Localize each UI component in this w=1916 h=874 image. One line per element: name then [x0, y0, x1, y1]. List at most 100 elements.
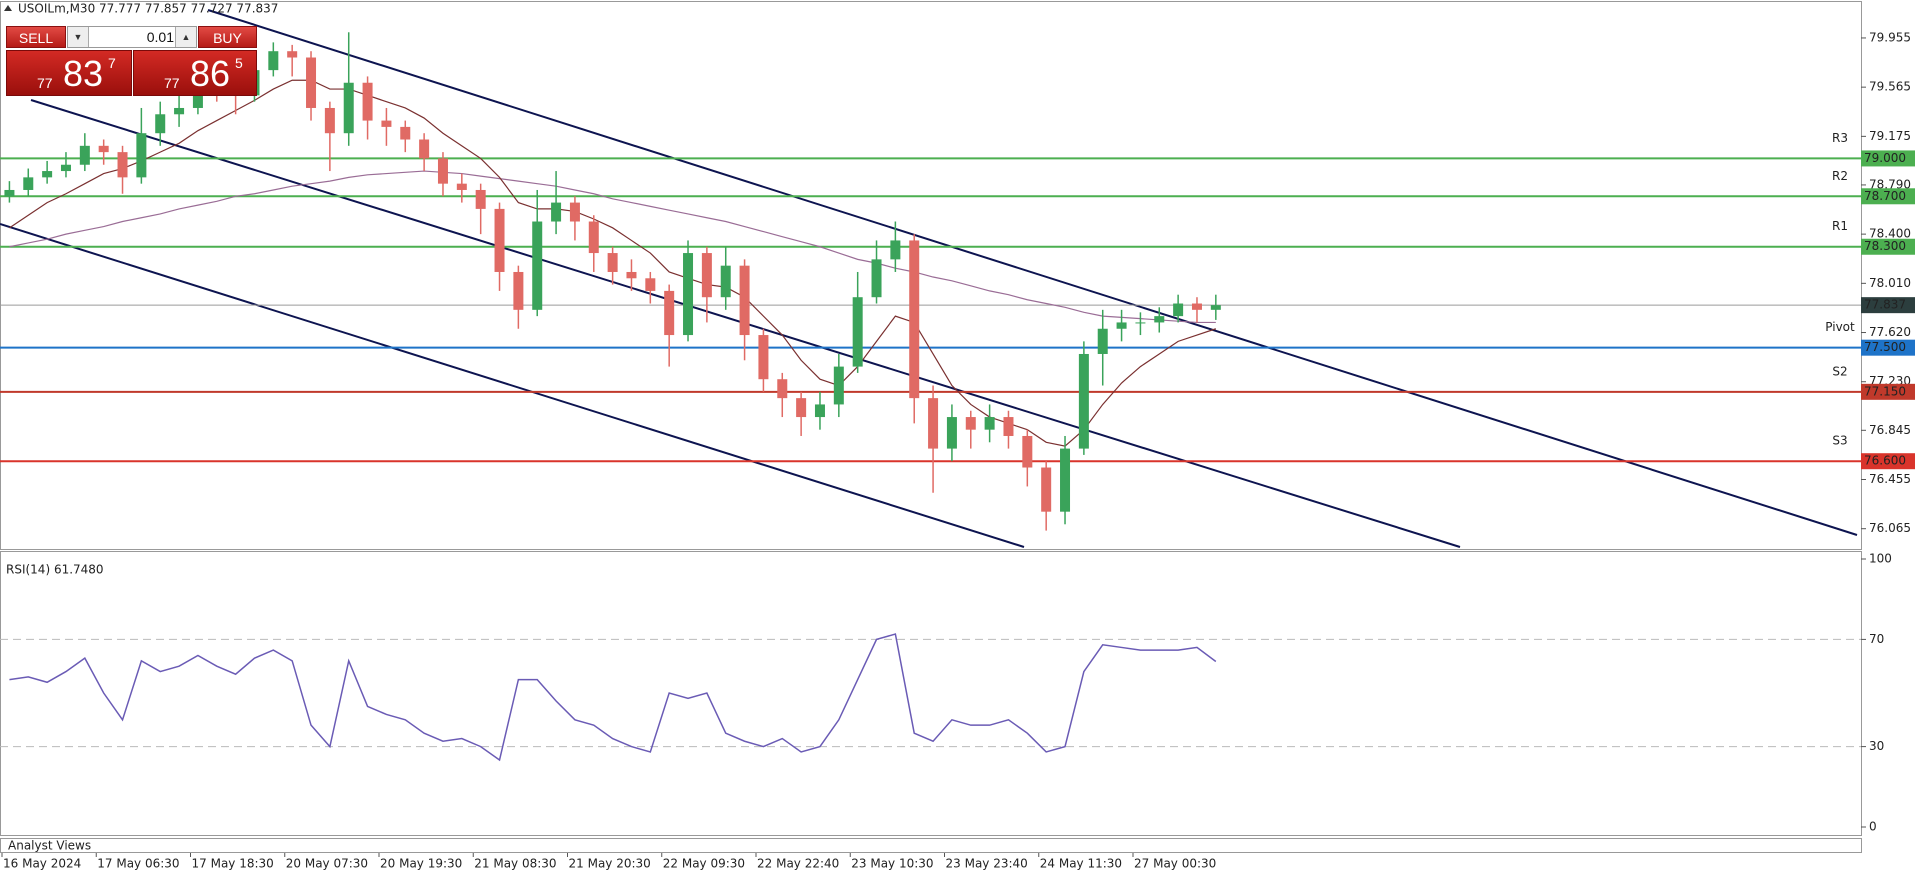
level-label: 78.700: [1864, 189, 1906, 203]
candle-body: [1097, 328, 1108, 354]
y-tick-label: 76.845: [1869, 423, 1911, 437]
x-tick-label: 20 May 19:30: [380, 857, 462, 871]
candle-body: [494, 208, 505, 272]
level-label-box: [1861, 150, 1915, 167]
y-tick-label: 77.620: [1869, 325, 1911, 339]
level-label-box: [1861, 339, 1915, 356]
candle-body: [645, 278, 656, 291]
candle-body: [362, 82, 373, 121]
candle-body: [796, 398, 807, 418]
candle-body: [381, 120, 392, 127]
x-tick-label: 21 May 08:30: [474, 857, 556, 871]
candle-body: [1078, 353, 1089, 449]
candle-body: [343, 82, 354, 134]
level-tag: R2: [1832, 169, 1848, 183]
lot-value[interactable]: 0.01: [146, 29, 174, 45]
candle-body: [607, 253, 618, 272]
candle-body: [946, 417, 957, 449]
candle-body: [1041, 467, 1052, 512]
candle-body: [1060, 448, 1071, 512]
sell-button[interactable]: SELL: [6, 26, 66, 48]
level-label: 79.000: [1864, 151, 1906, 165]
y-tick-label: 76.065: [1869, 521, 1911, 535]
rsi-title: RSI(14) 61.7480: [6, 563, 104, 577]
candle-body: [1191, 303, 1202, 310]
y-tick-label: 78.790: [1869, 177, 1911, 191]
ask-big: 77: [164, 75, 180, 91]
level-label: 78.300: [1864, 239, 1906, 253]
candle-body: [720, 265, 731, 298]
candle-body: [287, 51, 298, 58]
lot-up[interactable]: ▲: [175, 27, 196, 47]
candle-body: [437, 158, 448, 184]
y-tick-label: 78.010: [1869, 276, 1911, 290]
y-tick-label: 79.565: [1869, 80, 1911, 94]
y-tick-label: 70: [1869, 632, 1884, 646]
level-label: 76.600: [1864, 454, 1906, 468]
candle-body: [532, 221, 543, 310]
level-tag: Pivot: [1825, 320, 1855, 334]
candle-body: [98, 145, 109, 153]
channel-line: [207, 9, 1858, 536]
candle-body: [871, 259, 882, 298]
bid-small: 7: [108, 55, 116, 71]
price-panel: [0, 1, 1862, 550]
lot-down[interactable]: ▼: [68, 27, 89, 47]
level-tag: R1: [1832, 219, 1848, 233]
x-tick-label: 22 May 22:40: [757, 857, 839, 871]
last-price-box: [1861, 297, 1915, 314]
candle-body: [758, 335, 769, 380]
candle-body: [400, 126, 411, 140]
y-tick-label: 100: [1869, 552, 1892, 566]
y-tick-label: 76.455: [1869, 472, 1911, 486]
candle-body: [79, 145, 90, 165]
candle-body: [852, 297, 863, 367]
y-tick-label: 30: [1869, 739, 1884, 753]
channel-line: [0, 223, 1025, 548]
y-tick-label: 79.955: [1869, 30, 1911, 44]
candle-body: [626, 271, 637, 279]
level-label-box: [1861, 238, 1915, 255]
x-tick-label: 16 May 2024: [3, 857, 81, 871]
candle-body: [23, 177, 34, 190]
bid-quote[interactable]: 77 83 7: [6, 50, 132, 96]
bid-mid: 83: [63, 53, 104, 94]
candle-body: [551, 202, 562, 222]
x-tick-label: 17 May 18:30: [192, 857, 274, 871]
collapse-icon[interactable]: [4, 5, 12, 11]
candle-body: [155, 114, 166, 134]
level-tag: S3: [1832, 434, 1847, 448]
candle-body: [569, 202, 580, 222]
y-tick-label: 78.400: [1869, 227, 1911, 241]
candle-body: [4, 189, 15, 197]
rsi-panel: [0, 551, 1862, 836]
x-tick-label: 17 May 06:30: [97, 857, 179, 871]
level-label-box: [1861, 453, 1915, 470]
candle-body: [1210, 305, 1221, 310]
lot-box[interactable]: ▼ 0.01 ▲: [67, 26, 197, 48]
candle-body: [1022, 435, 1033, 468]
x-tick-label: 22 May 09:30: [663, 857, 745, 871]
y-tick-label: 79.175: [1869, 129, 1911, 143]
last-price-label: 77.837: [1864, 298, 1906, 312]
level-label: 77.500: [1864, 340, 1906, 354]
candle-body: [513, 271, 524, 310]
analyst-strip: [0, 838, 1862, 853]
candle-body: [306, 57, 317, 108]
candle-body: [683, 253, 694, 336]
candle-body: [701, 253, 712, 298]
symbol-line: USOILm,M30 77.777 77.857 77.727 77.837: [18, 2, 278, 16]
candle-body: [909, 240, 920, 399]
buy-button[interactable]: BUY: [198, 26, 257, 48]
ask-quote[interactable]: 77 86 5: [133, 50, 257, 96]
candle-body: [1173, 303, 1184, 317]
rsi-line: [9, 633, 1217, 762]
candle-body: [890, 240, 901, 260]
candle-body: [588, 221, 599, 254]
analyst-views[interactable]: Analyst Views: [8, 839, 91, 853]
x-tick-label: 23 May 10:30: [851, 857, 933, 871]
level-label: 77.150: [1864, 384, 1906, 398]
candle-body: [984, 417, 995, 430]
